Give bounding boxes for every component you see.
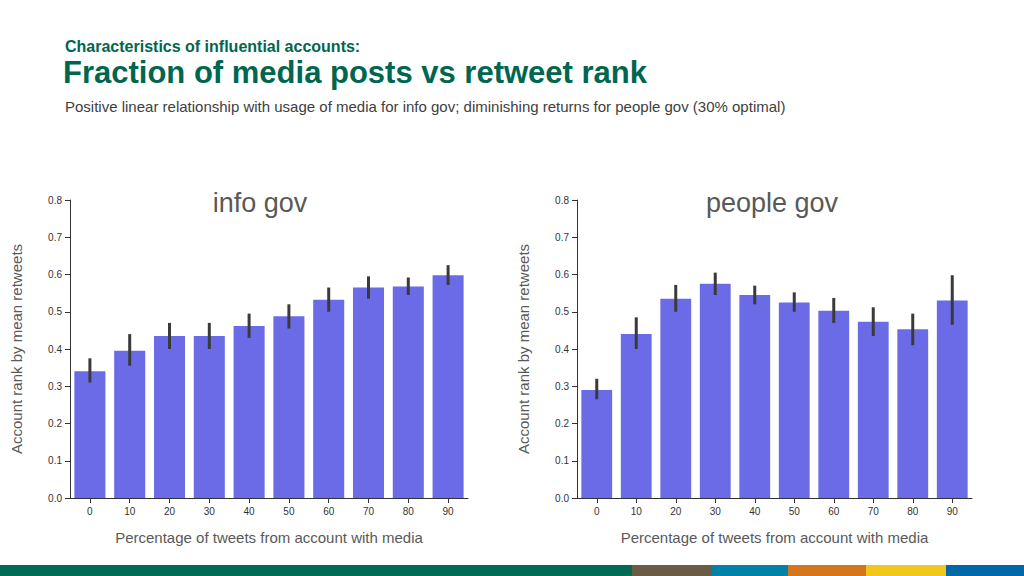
svg-text:0.6: 0.6	[48, 269, 62, 280]
svg-text:info gov: info gov	[213, 188, 308, 218]
svg-text:0.4: 0.4	[555, 344, 569, 355]
svg-text:20: 20	[164, 506, 176, 517]
svg-text:0.2: 0.2	[48, 418, 62, 429]
svg-text:Percentage of tweets from acco: Percentage of tweets from account with m…	[621, 529, 929, 546]
svg-text:0.7: 0.7	[48, 232, 62, 243]
svg-text:0.1: 0.1	[48, 455, 62, 466]
svg-text:0: 0	[87, 506, 93, 517]
svg-text:0.8: 0.8	[555, 195, 569, 206]
svg-text:30: 30	[710, 506, 722, 517]
svg-text:60: 60	[828, 506, 840, 517]
svg-text:0.8: 0.8	[48, 195, 62, 206]
svg-text:0.5: 0.5	[48, 306, 62, 317]
svg-text:Characteristics of influential: Characteristics of influential accounts:	[65, 38, 360, 55]
svg-text:50: 50	[283, 506, 295, 517]
svg-text:0.3: 0.3	[48, 381, 62, 392]
svg-text:80: 80	[403, 506, 415, 517]
svg-text:Account rank by mean retweets: Account rank by mean retweets	[8, 244, 25, 454]
svg-text:40: 40	[749, 506, 761, 517]
svg-text:90: 90	[947, 506, 959, 517]
svg-text:50: 50	[789, 506, 801, 517]
svg-text:Positive linear relationship w: Positive linear relationship with usage …	[65, 98, 785, 115]
svg-text:10: 10	[124, 506, 136, 517]
svg-text:20: 20	[670, 506, 682, 517]
svg-text:0.4: 0.4	[48, 344, 62, 355]
svg-text:0.6: 0.6	[555, 269, 569, 280]
svg-text:0.0: 0.0	[555, 493, 569, 504]
svg-text:people gov: people gov	[706, 188, 839, 218]
svg-text:0.2: 0.2	[555, 418, 569, 429]
svg-text:Percentage of tweets from acco: Percentage of tweets from account with m…	[115, 529, 423, 546]
svg-text:40: 40	[244, 506, 256, 517]
svg-text:10: 10	[631, 506, 643, 517]
svg-text:0.0: 0.0	[48, 493, 62, 504]
svg-text:80: 80	[907, 506, 919, 517]
svg-text:0.5: 0.5	[555, 306, 569, 317]
svg-text:0: 0	[594, 506, 600, 517]
svg-text:0.7: 0.7	[555, 232, 569, 243]
svg-text:70: 70	[363, 506, 375, 517]
svg-text:60: 60	[323, 506, 335, 517]
svg-text:Account rank by mean retweets: Account rank by mean retweets	[515, 244, 532, 454]
svg-text:70: 70	[868, 506, 880, 517]
svg-text:90: 90	[443, 506, 455, 517]
svg-text:0.3: 0.3	[555, 381, 569, 392]
svg-text:Fraction of media posts vs ret: Fraction of media posts vs retweet rank	[63, 55, 648, 90]
svg-text:30: 30	[204, 506, 216, 517]
svg-text:0.1: 0.1	[555, 455, 569, 466]
